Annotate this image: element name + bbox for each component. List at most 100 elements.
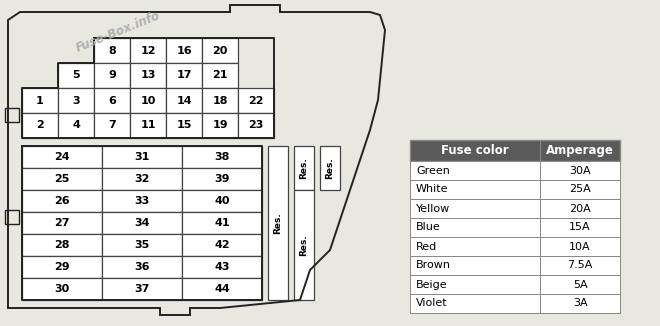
Bar [202, 88, 238, 113]
Text: 41: 41 [214, 218, 230, 228]
Bar [130, 113, 166, 138]
Text: Res.: Res. [300, 157, 308, 179]
Bar [540, 161, 620, 180]
Bar [182, 212, 262, 234]
Text: 40: 40 [214, 196, 230, 206]
Text: 20: 20 [213, 46, 228, 55]
Text: Red: Red [416, 242, 437, 251]
Bar [540, 199, 620, 218]
Text: 10A: 10A [569, 242, 591, 251]
Bar [182, 168, 262, 190]
Text: Res.: Res. [325, 157, 335, 179]
Bar [22, 113, 58, 138]
Bar [102, 190, 182, 212]
Bar [540, 180, 620, 199]
Text: 36: 36 [134, 262, 150, 272]
Text: Res.: Res. [300, 234, 308, 256]
Bar [410, 180, 540, 199]
Bar [540, 218, 620, 237]
Bar [22, 146, 102, 168]
Text: 2: 2 [36, 121, 44, 130]
Text: Brown: Brown [416, 260, 451, 271]
Text: 26: 26 [54, 196, 70, 206]
Text: 27: 27 [54, 218, 70, 228]
Bar [94, 88, 130, 113]
Bar [94, 63, 130, 88]
Bar [410, 237, 540, 256]
Text: Blue: Blue [416, 223, 441, 232]
Text: 30: 30 [54, 284, 69, 294]
Text: 18: 18 [213, 96, 228, 106]
Text: 12: 12 [140, 46, 156, 55]
Bar [102, 212, 182, 234]
Bar [5, 108, 19, 122]
Text: 8: 8 [108, 46, 116, 55]
Text: 7: 7 [108, 121, 116, 130]
Bar [202, 63, 238, 88]
Bar [410, 218, 540, 237]
Text: 43: 43 [214, 262, 230, 272]
Text: 13: 13 [141, 70, 156, 81]
Bar [22, 212, 102, 234]
Text: 6: 6 [108, 96, 116, 106]
Bar [268, 146, 288, 300]
Bar [166, 113, 202, 138]
Bar [130, 38, 166, 63]
Text: 32: 32 [135, 174, 150, 184]
Text: 42: 42 [214, 240, 230, 250]
Text: 16: 16 [176, 46, 192, 55]
Bar [540, 237, 620, 256]
Bar [102, 146, 182, 168]
Bar [182, 278, 262, 300]
Bar [102, 278, 182, 300]
Text: 7.5A: 7.5A [568, 260, 593, 271]
Text: 31: 31 [135, 152, 150, 162]
Bar [58, 88, 94, 113]
Bar [294, 190, 314, 300]
Text: 39: 39 [214, 174, 230, 184]
Text: White: White [416, 185, 449, 195]
Text: Beige: Beige [416, 279, 447, 289]
Text: 15: 15 [176, 121, 191, 130]
Text: 14: 14 [176, 96, 192, 106]
Text: Yellow: Yellow [416, 203, 450, 214]
Text: 3A: 3A [573, 299, 587, 308]
Bar [182, 146, 262, 168]
Bar [320, 146, 340, 190]
Bar [202, 38, 238, 63]
Text: 37: 37 [135, 284, 150, 294]
Bar [102, 168, 182, 190]
Text: 25: 25 [54, 174, 70, 184]
Bar [166, 88, 202, 113]
Text: 28: 28 [54, 240, 70, 250]
Bar [182, 190, 262, 212]
Bar [22, 168, 102, 190]
Text: 5: 5 [72, 70, 80, 81]
Text: Fuse color: Fuse color [441, 144, 509, 157]
Bar [102, 234, 182, 256]
Text: 38: 38 [214, 152, 230, 162]
Bar [410, 294, 540, 313]
Bar [410, 199, 540, 218]
Text: 4: 4 [72, 121, 80, 130]
Text: Fuse-Box.info: Fuse-Box.info [74, 9, 162, 55]
Text: 21: 21 [213, 70, 228, 81]
Text: 11: 11 [140, 121, 156, 130]
Text: 29: 29 [54, 262, 70, 272]
Text: 33: 33 [135, 196, 150, 206]
Text: 35: 35 [135, 240, 150, 250]
Text: Amperage: Amperage [546, 144, 614, 157]
Bar [238, 88, 274, 113]
Bar [130, 88, 166, 113]
Text: 34: 34 [134, 218, 150, 228]
Bar [22, 278, 102, 300]
Text: 3: 3 [72, 96, 80, 106]
Bar [22, 256, 102, 278]
Bar [182, 234, 262, 256]
Bar [22, 88, 58, 113]
Bar [102, 256, 182, 278]
Text: Violet: Violet [416, 299, 447, 308]
Text: 24: 24 [54, 152, 70, 162]
Bar [540, 275, 620, 294]
Text: 30A: 30A [569, 166, 591, 175]
